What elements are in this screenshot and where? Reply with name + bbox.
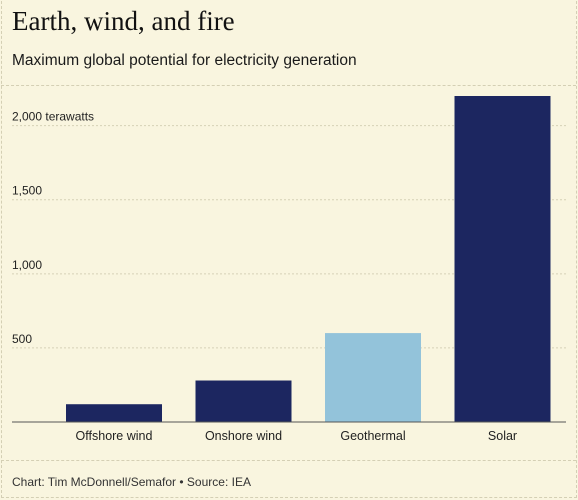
y-tick-label: 1,500 — [12, 184, 42, 198]
y-tick-label: 1,000 — [12, 258, 42, 272]
x-tick-label: Onshore wind — [205, 429, 282, 443]
x-tick-label: Offshore wind — [76, 429, 153, 443]
bar — [454, 96, 551, 422]
header-divider — [1, 85, 576, 86]
x-tick-label: Solar — [488, 429, 517, 443]
y-tick-label: 500 — [12, 332, 32, 346]
bar — [195, 380, 292, 422]
bar-chart: 500 1,000 1,500 2,000 terawatts Offshore win… — [12, 96, 566, 443]
y-tick-label: 2,000 terawatts — [12, 110, 94, 124]
chart-credit: Chart: Tim McDonnell/Semafor • Source: I… — [12, 475, 251, 489]
bar — [325, 333, 421, 422]
chart-subtitle: Maximum global potential for electricity… — [12, 52, 357, 69]
chart-title: Earth, wind, and fire — [12, 6, 235, 36]
bar — [66, 404, 162, 422]
x-tick-label: Geothermal — [340, 429, 405, 443]
footer-divider — [1, 460, 576, 461]
